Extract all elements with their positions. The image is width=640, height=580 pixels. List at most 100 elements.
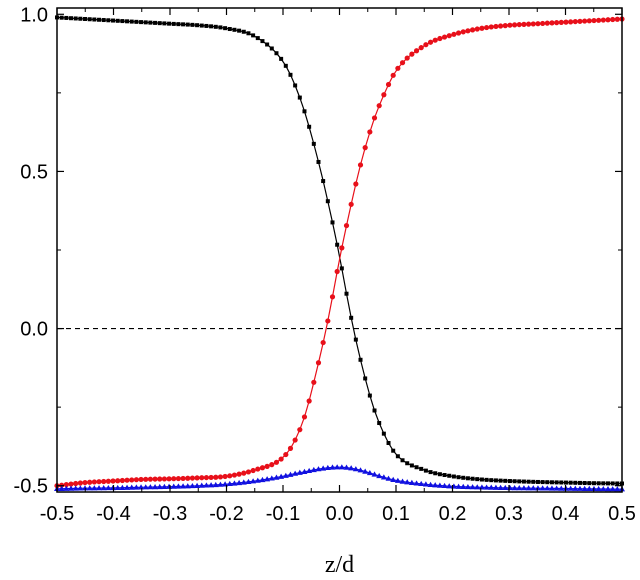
series-1-marker xyxy=(451,474,456,479)
series-2-marker xyxy=(343,222,350,229)
series-3-marker xyxy=(436,482,443,488)
series-1-marker xyxy=(484,477,489,482)
series-1-marker xyxy=(559,480,564,485)
series-1-marker xyxy=(246,31,251,36)
series-2-marker xyxy=(568,19,574,25)
series-2-marker xyxy=(292,437,298,443)
x-tick-label: 0.2 xyxy=(439,503,467,525)
series-1-marker xyxy=(517,479,522,484)
series-2-marker xyxy=(395,65,401,71)
series-3-marker xyxy=(464,483,471,490)
series-2-marker xyxy=(115,478,121,484)
series-2-marker xyxy=(143,476,149,482)
series-2-marker xyxy=(259,465,266,471)
series-1-marker xyxy=(395,454,400,459)
series-3-marker xyxy=(170,483,177,489)
x-axis-label: z/d xyxy=(325,552,354,578)
series-3-marker xyxy=(58,485,65,491)
series-3-marker xyxy=(292,470,299,476)
series-3-marker xyxy=(432,482,439,488)
series-2-marker xyxy=(437,35,443,42)
series-1-marker xyxy=(162,21,167,26)
series-3-marker xyxy=(371,471,378,477)
series-3-marker xyxy=(469,484,476,490)
series-1-marker xyxy=(283,63,288,68)
series-2-marker xyxy=(161,476,167,482)
series-1-marker xyxy=(465,476,470,481)
series-3-marker xyxy=(497,484,504,490)
series-1-marker xyxy=(73,16,78,21)
series-2-marker xyxy=(497,23,504,29)
series-3-marker xyxy=(119,484,126,490)
series-3-marker xyxy=(357,467,364,473)
series-2-marker xyxy=(399,60,406,66)
series-3-marker xyxy=(595,485,602,492)
series-3-marker xyxy=(138,484,145,490)
series-1-marker xyxy=(433,471,438,476)
series-2-marker xyxy=(101,478,107,485)
series-1-marker xyxy=(69,16,74,21)
series-1-marker xyxy=(568,480,573,485)
series-3-marker xyxy=(180,483,187,489)
series-1-marker xyxy=(409,463,414,468)
series-1-marker xyxy=(176,22,181,27)
series-3-marker xyxy=(189,482,196,489)
series-1-marker xyxy=(493,478,498,483)
series-1-marker xyxy=(591,481,596,486)
series-1-marker xyxy=(573,480,578,485)
series-2-marker xyxy=(91,479,97,485)
series-2-marker xyxy=(516,21,522,28)
series-3-marker xyxy=(530,485,537,491)
series-3-marker xyxy=(492,484,499,490)
series-line-1 xyxy=(56,16,622,485)
series-3-marker xyxy=(72,485,79,491)
series-2-marker xyxy=(171,476,177,482)
series-3-marker xyxy=(156,483,163,490)
series-1-marker xyxy=(386,440,391,445)
series-2-marker xyxy=(241,470,247,476)
series-3-marker xyxy=(240,479,247,485)
series-2-marker xyxy=(180,475,186,482)
series-3-marker xyxy=(427,481,434,487)
series-3-marker xyxy=(404,479,411,485)
series-3-marker xyxy=(390,476,397,482)
series-2-marker xyxy=(404,55,410,61)
series-3-marker xyxy=(236,479,243,486)
series-1-marker xyxy=(157,21,162,26)
series-1-marker xyxy=(405,461,410,466)
series-3-marker xyxy=(82,485,89,491)
series-2-marker xyxy=(614,16,620,22)
series-1-marker xyxy=(223,26,228,31)
y-tick-label: 0.5 xyxy=(20,161,48,183)
series-1-marker xyxy=(293,83,298,88)
series-3-marker xyxy=(198,482,205,488)
series-2-marker xyxy=(605,17,611,23)
series-1-marker xyxy=(554,480,559,485)
series-1-marker xyxy=(59,15,64,20)
series-1-marker xyxy=(540,480,545,485)
series-1-marker xyxy=(185,22,190,27)
series-3-marker xyxy=(366,469,373,476)
series-3-marker xyxy=(315,466,322,472)
series-2-marker xyxy=(133,477,139,483)
series-2-marker xyxy=(63,482,69,488)
series-1-marker xyxy=(288,72,293,77)
series-3-marker xyxy=(488,484,495,490)
series-2-marker xyxy=(152,476,158,482)
series-3-marker xyxy=(525,485,532,491)
series-2-marker xyxy=(68,481,74,487)
series-2-marker xyxy=(371,115,378,121)
series-3-marker xyxy=(460,483,467,490)
series-3-marker xyxy=(385,475,392,481)
series-1-marker xyxy=(139,20,144,25)
series-1-marker xyxy=(171,21,176,26)
series-2-marker xyxy=(301,414,308,420)
series-2-marker xyxy=(269,462,275,468)
series-1-marker xyxy=(199,23,204,28)
series-1-marker xyxy=(456,475,461,480)
series-2-marker xyxy=(315,360,322,366)
series-1-marker xyxy=(363,376,368,381)
series-1-marker xyxy=(269,46,274,51)
series-3-marker xyxy=(572,485,579,491)
series-1-marker xyxy=(339,266,344,271)
